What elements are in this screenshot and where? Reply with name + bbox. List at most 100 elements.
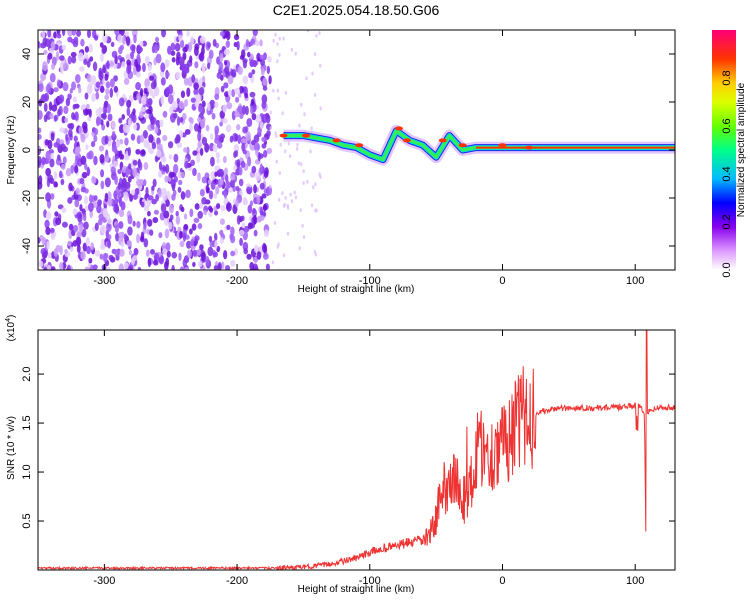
noise-blob bbox=[189, 36, 195, 45]
noise-blob bbox=[319, 175, 322, 180]
noise-blob bbox=[100, 169, 105, 178]
noise-blob bbox=[126, 64, 131, 75]
noise-blob bbox=[45, 192, 52, 202]
noise-blob bbox=[136, 72, 141, 78]
noise-blob bbox=[204, 142, 210, 153]
noise-blob bbox=[175, 210, 179, 217]
noise-blob bbox=[88, 43, 93, 53]
noise-blob bbox=[219, 237, 224, 244]
noise-blob bbox=[253, 142, 260, 152]
noise-blob bbox=[267, 55, 272, 63]
noise-blob bbox=[127, 226, 133, 236]
noise-blob bbox=[262, 203, 267, 212]
noise-blob bbox=[224, 91, 230, 98]
noise-blob bbox=[38, 110, 43, 120]
noise-blob bbox=[284, 90, 288, 95]
noise-blob bbox=[214, 210, 219, 216]
noise-blob bbox=[188, 228, 193, 235]
noise-blob bbox=[139, 87, 144, 97]
noise-blob bbox=[176, 116, 181, 126]
noise-blob bbox=[253, 184, 257, 194]
noise-blob bbox=[239, 237, 243, 246]
noise-blob bbox=[213, 265, 219, 270]
spectrogram-x-tick-label: 0 bbox=[499, 275, 505, 287]
noise-blob bbox=[170, 42, 176, 51]
noise-blob bbox=[233, 34, 240, 41]
noise-blob bbox=[207, 102, 211, 112]
noise-blob bbox=[106, 154, 110, 162]
noise-blob bbox=[143, 138, 149, 148]
noise-blob bbox=[257, 151, 261, 162]
noise-blob bbox=[201, 75, 206, 85]
noise-blob bbox=[121, 35, 126, 46]
noise-blob bbox=[155, 53, 162, 64]
spectrogram-y-tick-label: -40 bbox=[21, 238, 33, 254]
noise-blob bbox=[302, 169, 305, 174]
noise-blob bbox=[149, 249, 156, 255]
noise-blob bbox=[75, 236, 82, 246]
noise-blob bbox=[67, 36, 73, 43]
noise-blob bbox=[100, 180, 105, 190]
noise-blob bbox=[180, 171, 185, 179]
noise-blob bbox=[38, 127, 42, 134]
noise-blob bbox=[162, 248, 168, 256]
noise-blob bbox=[139, 134, 145, 143]
noise-blob bbox=[42, 266, 48, 270]
snr-x-ticks: -300 -200 -100 0 100 bbox=[93, 330, 644, 587]
noise-blob bbox=[103, 108, 108, 114]
noise-blob bbox=[61, 30, 66, 37]
noise-blob bbox=[101, 46, 106, 55]
noise-blob bbox=[248, 72, 253, 79]
noise-blob bbox=[170, 50, 176, 56]
noise-blob bbox=[62, 62, 69, 71]
noise-blob bbox=[61, 44, 67, 51]
noise-blob bbox=[190, 238, 195, 247]
noise-blob bbox=[223, 249, 228, 260]
noise-blob bbox=[97, 219, 103, 226]
noise-blob bbox=[133, 123, 138, 131]
noise-blob bbox=[230, 259, 236, 267]
noise-blob bbox=[171, 183, 176, 192]
noise-blob bbox=[133, 34, 137, 44]
noise-blob bbox=[183, 223, 189, 230]
noise-blob bbox=[193, 82, 200, 90]
spectrogram-x-tick-label: -300 bbox=[93, 275, 115, 287]
noise-blob bbox=[90, 242, 95, 251]
noise-blob bbox=[126, 240, 132, 248]
noise-blob bbox=[220, 85, 225, 93]
noise-blob bbox=[239, 85, 244, 94]
noise-blob bbox=[47, 264, 51, 270]
noise-blob bbox=[42, 37, 48, 47]
noise-blob bbox=[165, 242, 171, 252]
noise-blob bbox=[249, 91, 256, 98]
noise-blob bbox=[215, 186, 220, 195]
noise-blob bbox=[275, 159, 278, 164]
noise-blob bbox=[85, 144, 89, 150]
noise-blob bbox=[241, 215, 245, 222]
snr-x-tick-label: -100 bbox=[359, 575, 381, 587]
noise-blob bbox=[305, 76, 308, 81]
noise-blob bbox=[137, 266, 142, 270]
noise-blob bbox=[54, 211, 59, 217]
spectrogram-y-ticks: -40 -20 0 20 40 bbox=[21, 48, 675, 254]
noise-blob bbox=[113, 203, 120, 213]
noise-blob bbox=[38, 42, 41, 49]
noise-blob bbox=[211, 112, 216, 120]
noise-blob bbox=[80, 38, 85, 47]
noise-blob bbox=[126, 107, 131, 117]
noise-blob bbox=[162, 156, 167, 163]
noise-blob bbox=[156, 143, 163, 151]
noise-blob bbox=[144, 78, 150, 88]
noise-blob bbox=[114, 30, 119, 36]
noise-blob bbox=[142, 62, 146, 73]
noise-blob bbox=[78, 86, 82, 94]
noise-blob bbox=[140, 106, 146, 113]
noise-blob bbox=[86, 166, 90, 177]
noise-blob bbox=[151, 93, 156, 99]
noise-blob bbox=[259, 182, 265, 190]
noise-blob bbox=[175, 56, 180, 66]
noise-blob bbox=[247, 156, 252, 167]
noise-blob bbox=[114, 153, 120, 160]
spectrogram-x-tick-label: 100 bbox=[626, 275, 644, 287]
noise-blob bbox=[122, 123, 129, 133]
